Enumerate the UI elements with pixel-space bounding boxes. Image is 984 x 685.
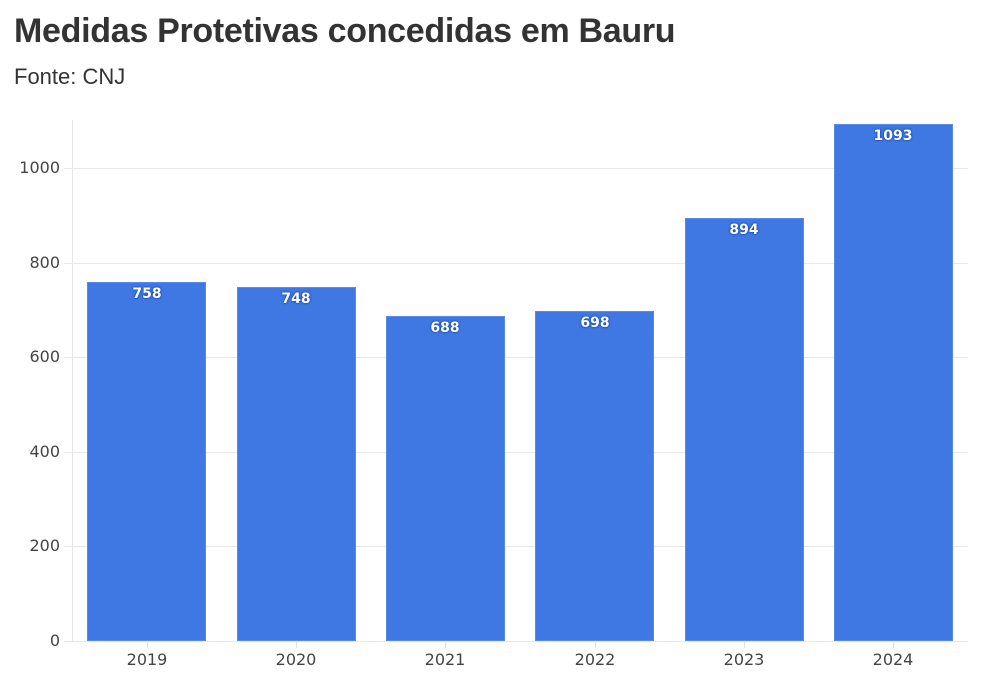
y-tick-label: 1000 — [19, 158, 60, 177]
x-tick-label: 2021 — [424, 650, 466, 669]
x-tick-mark — [595, 642, 596, 648]
y-tick-label: 0 — [49, 631, 60, 650]
x-tick-mark — [744, 642, 745, 648]
x-tick-mark — [147, 642, 148, 648]
bar-2023 — [685, 218, 804, 641]
y-tick-label: 400 — [29, 442, 60, 461]
gridline — [64, 546, 968, 547]
bar-value-label: 758 — [132, 286, 162, 302]
chart-source: Fonte: CNJ — [14, 64, 126, 89]
bar-value-label: 894 — [729, 222, 759, 238]
x-tick-label: 2022 — [574, 650, 616, 669]
y-tick-label: 800 — [29, 253, 60, 272]
gridline — [64, 641, 968, 642]
x-tick-label: 2024 — [872, 650, 914, 669]
bar-2022 — [535, 311, 654, 641]
gridline — [64, 168, 968, 169]
gridline — [64, 357, 968, 358]
x-tick-mark — [893, 642, 894, 648]
gridline — [64, 452, 968, 453]
x-tick-mark — [445, 642, 446, 648]
y-tick-label: 200 — [29, 536, 60, 555]
bar-2024 — [834, 124, 953, 641]
x-tick-label: 2020 — [275, 650, 317, 669]
x-tick-label: 2023 — [723, 650, 765, 669]
bar-value-label: 698 — [580, 315, 610, 331]
y-axis-line — [72, 120, 73, 642]
bar-value-label: 688 — [430, 320, 460, 336]
bar-2021 — [386, 316, 505, 641]
bar-value-label: 748 — [281, 291, 311, 307]
bar-2020 — [237, 287, 356, 641]
bar-value-label: 1093 — [873, 128, 913, 144]
chart-title: Medidas Protetivas concedidas em Bauru — [14, 12, 676, 50]
x-tick-label: 2019 — [126, 650, 168, 669]
gridline — [64, 263, 968, 264]
bar-2019 — [87, 282, 206, 641]
y-tick-label: 600 — [29, 347, 60, 366]
x-tick-mark — [296, 642, 297, 648]
